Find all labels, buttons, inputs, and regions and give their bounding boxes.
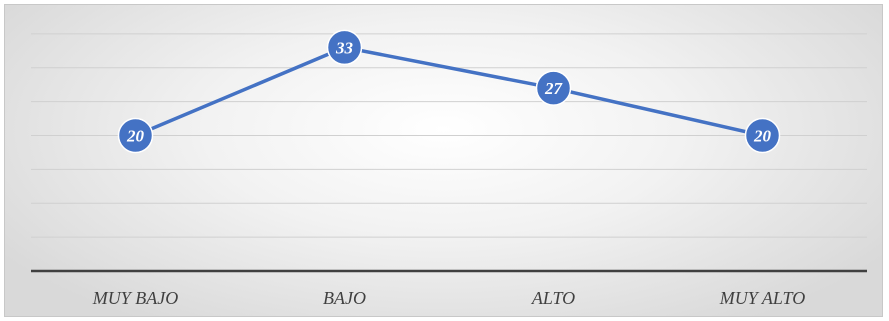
data-point-marker bbox=[326, 29, 363, 66]
x-tick-label: ALTO bbox=[531, 288, 575, 308]
data-point-marker bbox=[744, 117, 781, 154]
line-chart: 20 33 27 20 MUY BAJO BAJO ALTO MUY ALTO bbox=[31, 29, 867, 308]
data-point-marker bbox=[117, 117, 154, 154]
data-point-marker bbox=[535, 70, 572, 106]
x-tick-label: MUY ALTO bbox=[719, 288, 806, 308]
chart-area: 20 33 27 20 MUY BAJO BAJO ALTO MUY ALTO bbox=[4, 4, 883, 317]
data-label: 20 bbox=[753, 127, 772, 146]
data-label: 20 bbox=[126, 127, 145, 146]
x-tick-label: MUY BAJO bbox=[92, 288, 178, 308]
data-label: 33 bbox=[335, 38, 354, 57]
data-markers: 20 33 27 20 bbox=[117, 29, 781, 154]
x-tick-label: BAJO bbox=[323, 288, 366, 308]
gridlines bbox=[31, 33, 867, 273]
x-axis-labels: MUY BAJO BAJO ALTO MUY ALTO bbox=[92, 288, 806, 308]
data-label: 27 bbox=[544, 79, 564, 98]
series-line bbox=[134, 45, 763, 138]
series-line-group bbox=[134, 45, 763, 138]
